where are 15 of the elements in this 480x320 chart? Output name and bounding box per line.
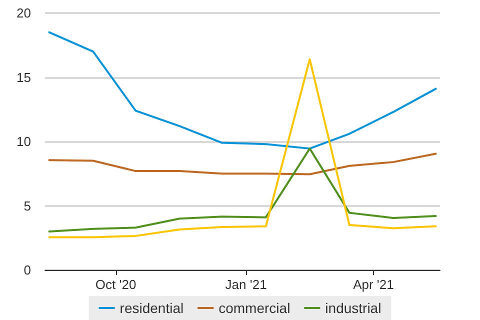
line-series (48, 152, 437, 176)
legend-label: commercial (218, 300, 290, 316)
legend-label: residential (120, 300, 184, 316)
legend-label: industrial (325, 300, 382, 316)
y-tick-label: 15 (16, 70, 31, 85)
x-tick-label: Oct '20 (95, 277, 136, 292)
x-tick-label: Jan '21 (225, 277, 267, 292)
y-tick-label: 20 (16, 6, 31, 20)
y-tick-label: 10 (16, 134, 31, 149)
line-series (48, 148, 437, 232)
line-series (48, 58, 437, 238)
x-tick-label: Apr '21 (353, 277, 394, 292)
y-tick-label: 5 (24, 198, 31, 214)
y-tick-label: 0 (24, 262, 31, 278)
line-series (48, 31, 437, 150)
